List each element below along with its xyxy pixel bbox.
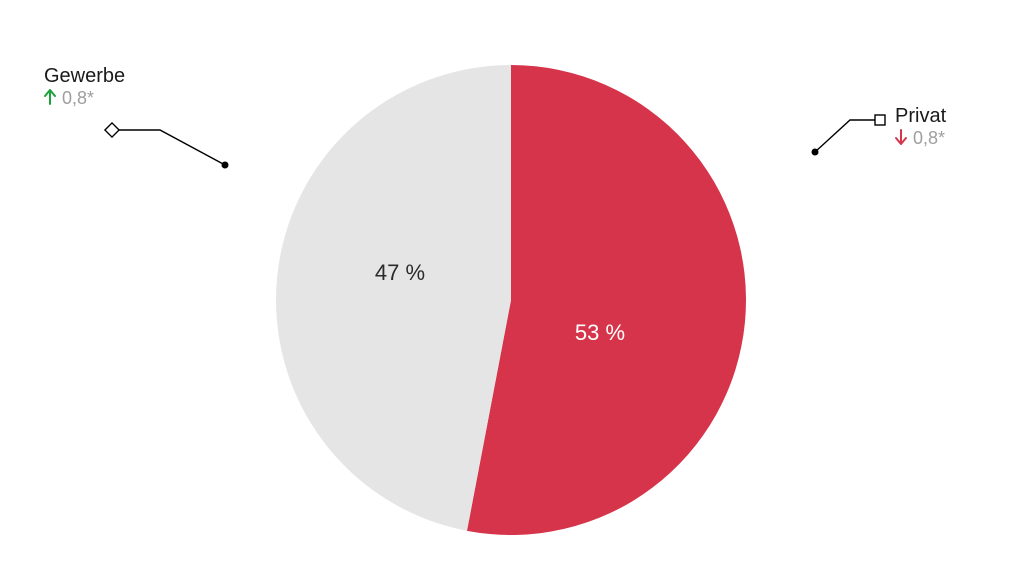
pct-label-privat: 53 % <box>575 320 625 345</box>
pie-chart: 53 %47 % Privat0,8*Gewerbe0,8* <box>0 0 1022 586</box>
leader-end-square-privat <box>875 115 885 125</box>
arrow-down-icon <box>896 130 906 144</box>
caption-delta-gewerbe: 0,8* <box>62 88 94 108</box>
caption-title-privat: Privat <box>895 105 947 127</box>
caption-gewerbe: Gewerbe0,8* <box>44 65 125 108</box>
caption-privat: Privat0,8* <box>895 105 947 148</box>
leader-end-diamond-gewerbe <box>105 123 119 137</box>
leader-dot-privat <box>812 149 819 156</box>
arrow-up-icon <box>45 90 55 104</box>
pie-slices <box>276 65 746 535</box>
pct-label-gewerbe: 47 % <box>375 260 425 285</box>
caption-title-gewerbe: Gewerbe <box>44 65 125 87</box>
caption-delta-privat: 0,8* <box>913 128 945 148</box>
leader-dot-gewerbe <box>222 162 229 169</box>
leader-line-gewerbe <box>112 130 225 165</box>
slice-gewerbe <box>276 65 511 531</box>
leader-line-privat <box>815 120 880 152</box>
